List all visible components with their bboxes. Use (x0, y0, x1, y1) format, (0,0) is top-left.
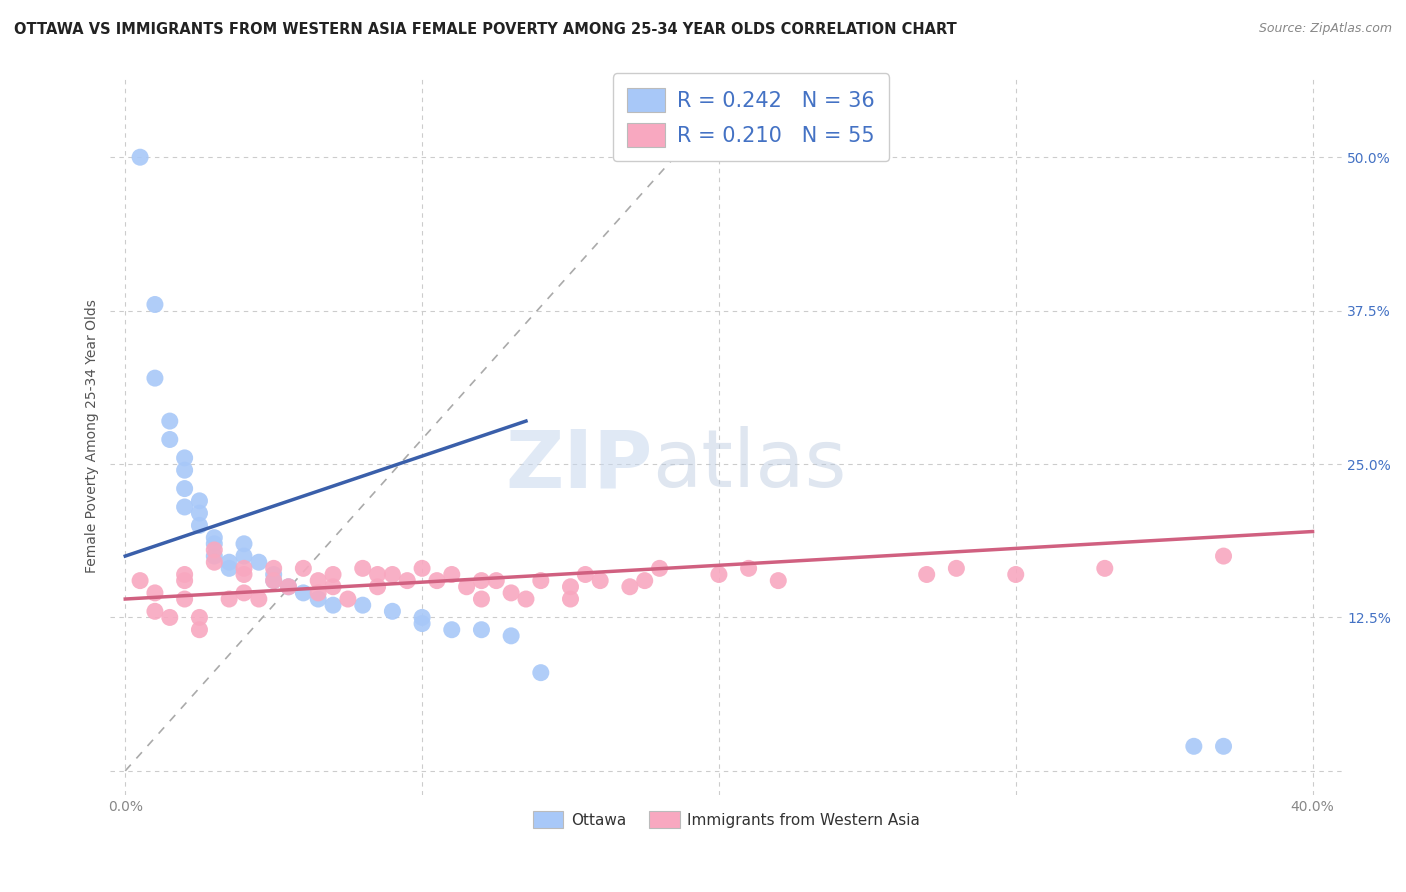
Point (352, 561, 374, 575)
Point (263, 574, 285, 588)
Point (263, 574, 285, 588)
Point (202, 549, 225, 563)
Point (1094, 561, 1116, 575)
Point (411, 610, 433, 624)
Point (915, 567, 938, 582)
Point (1004, 567, 1026, 582)
Point (396, 574, 419, 588)
Point (218, 555, 240, 569)
Point (159, 433, 181, 447)
Point (188, 610, 211, 624)
Point (381, 567, 404, 582)
Point (560, 580, 582, 594)
Point (202, 531, 225, 545)
Point (188, 493, 211, 508)
Point (1212, 739, 1234, 754)
Text: Source: ZipAtlas.com: Source: ZipAtlas.com (1258, 22, 1392, 36)
Point (173, 463, 195, 477)
Point (292, 561, 315, 575)
Point (307, 574, 329, 588)
Point (501, 629, 523, 643)
Point (411, 616, 433, 631)
Point (233, 561, 256, 575)
Point (277, 580, 299, 594)
Point (336, 592, 359, 607)
Point (202, 537, 225, 551)
Point (247, 592, 270, 607)
Point (202, 555, 225, 569)
Point (263, 561, 285, 575)
Point (173, 567, 195, 582)
Point (322, 598, 344, 612)
Point (129, 150, 152, 164)
Text: atlas: atlas (652, 426, 846, 504)
Point (143, 297, 166, 311)
Point (159, 610, 181, 624)
Point (530, 665, 553, 680)
Point (188, 623, 211, 637)
Point (440, 623, 463, 637)
Point (233, 567, 256, 582)
Point (307, 592, 329, 607)
Point (233, 586, 256, 600)
Point (470, 574, 492, 588)
Point (426, 574, 449, 588)
Y-axis label: Female Poverty Among 25-34 Year Olds: Female Poverty Among 25-34 Year Olds (86, 300, 100, 574)
Point (233, 537, 256, 551)
Point (411, 561, 433, 575)
Point (247, 555, 270, 569)
Point (574, 567, 596, 582)
Point (634, 574, 657, 588)
Point (188, 506, 211, 520)
Point (470, 592, 492, 607)
Point (768, 574, 790, 588)
Point (470, 623, 492, 637)
Point (173, 450, 195, 465)
Point (307, 586, 329, 600)
Point (188, 518, 211, 533)
Text: OTTAWA VS IMMIGRANTS FROM WESTERN ASIA FEMALE POVERTY AMONG 25-34 YEAR OLDS CORR: OTTAWA VS IMMIGRANTS FROM WESTERN ASIA F… (14, 22, 957, 37)
Point (945, 561, 967, 575)
Point (173, 482, 195, 496)
Point (440, 567, 463, 582)
Point (648, 561, 671, 575)
Point (1182, 739, 1205, 754)
Point (129, 574, 152, 588)
Point (515, 592, 537, 607)
Point (218, 561, 240, 575)
Point (277, 580, 299, 594)
Point (322, 567, 344, 582)
Point (707, 567, 730, 582)
Point (589, 574, 612, 588)
Point (737, 561, 759, 575)
Point (292, 586, 315, 600)
Point (173, 500, 195, 514)
Point (202, 543, 225, 558)
Point (143, 604, 166, 618)
Point (322, 580, 344, 594)
Legend: Ottawa, Immigrants from Western Asia: Ottawa, Immigrants from Western Asia (526, 805, 927, 834)
Point (367, 567, 389, 582)
Point (143, 371, 166, 385)
Point (560, 592, 582, 607)
Point (233, 549, 256, 563)
Point (218, 592, 240, 607)
Point (159, 414, 181, 428)
Text: ZIP: ZIP (505, 426, 652, 504)
Point (1212, 549, 1234, 563)
Point (367, 580, 389, 594)
Point (173, 592, 195, 607)
Point (173, 574, 195, 588)
Point (501, 586, 523, 600)
Point (456, 580, 478, 594)
Point (485, 574, 508, 588)
Point (381, 604, 404, 618)
Point (143, 586, 166, 600)
Point (530, 574, 553, 588)
Point (263, 567, 285, 582)
Point (352, 598, 374, 612)
Point (619, 580, 641, 594)
